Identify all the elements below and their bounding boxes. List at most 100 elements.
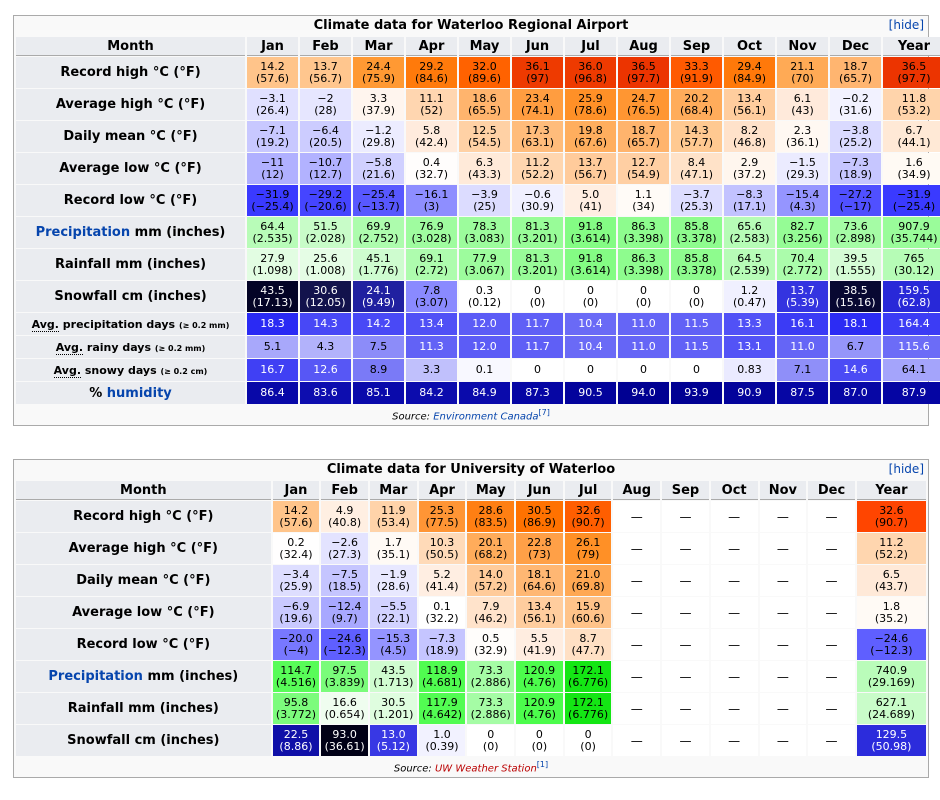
precipitation-link[interactable]: Precipitation bbox=[48, 669, 143, 684]
value-cell: 76.9 (3.028) bbox=[406, 217, 457, 248]
value-metric: 159.5 bbox=[898, 283, 930, 297]
value-cell: 0 bbox=[618, 359, 669, 381]
value-imperial: (2.028) bbox=[305, 231, 346, 245]
avg-abbr: Avg. bbox=[31, 317, 59, 332]
value-imperial: (32.4) bbox=[279, 547, 313, 561]
value-metric: 20.1 bbox=[478, 535, 503, 549]
value-imperial: (4.3) bbox=[789, 199, 816, 213]
value-cell: −27.2 (−17) bbox=[830, 185, 881, 216]
value-metric: 14.3 bbox=[313, 317, 338, 330]
value-metric: 25.6 bbox=[313, 251, 338, 265]
value-imperial: (37.2) bbox=[732, 167, 767, 181]
precipitation-link[interactable]: Precipitation bbox=[35, 225, 131, 240]
value-cell: −7.1 (19.2) bbox=[247, 121, 298, 152]
value-imperial: (54.5) bbox=[467, 135, 502, 149]
value-metric: 8.2 bbox=[740, 123, 759, 137]
value-cell: 64.5 (2.539) bbox=[724, 249, 775, 280]
no-data-cell: — bbox=[710, 725, 758, 756]
value-cell: 6.5 (43.7) bbox=[856, 565, 926, 596]
value-imperial: (9.49) bbox=[361, 295, 396, 309]
humidity-link[interactable]: humidity bbox=[106, 385, 172, 401]
no-data-cell: — bbox=[662, 533, 709, 564]
value-imperial: (−25.4) bbox=[251, 199, 294, 213]
value-imperial: (28) bbox=[314, 103, 337, 117]
row-label-text: Rainfall mm (inches) bbox=[54, 257, 207, 272]
value-metric: 11.8 bbox=[901, 91, 927, 105]
value-metric: 3.3 bbox=[369, 91, 388, 105]
value-cell: 18.7 (65.7) bbox=[830, 57, 881, 88]
value-cell: 0.1 bbox=[459, 359, 510, 381]
row-label: Rainfall mm (inches) bbox=[16, 249, 245, 280]
value-metric: 86.4 bbox=[260, 386, 285, 399]
hide-link[interactable]: hide bbox=[893, 462, 920, 476]
no-data-cell: — bbox=[613, 693, 661, 724]
value-cell: 18.1 bbox=[830, 313, 881, 335]
value-metric: 36.0 bbox=[578, 59, 603, 73]
value-imperial: (1.098) bbox=[252, 263, 293, 277]
source-link[interactable]: Environment Canada bbox=[433, 411, 539, 423]
value-cell: 0.1 (32.2) bbox=[418, 597, 466, 628]
value-imperial: (3.378) bbox=[676, 263, 717, 277]
value-cell: 12.7 (54.9) bbox=[618, 153, 669, 184]
value-cell: 87.5 bbox=[777, 382, 828, 404]
value-cell: 0 bbox=[512, 359, 563, 381]
value-metric: −31.9 bbox=[897, 187, 931, 201]
value-cell: 90.5 bbox=[565, 382, 616, 404]
row-label: % humidity bbox=[16, 382, 245, 404]
value-cell: 87.9 bbox=[883, 382, 940, 404]
value-imperial: (3.067) bbox=[464, 263, 505, 277]
value-imperial: (15.16) bbox=[835, 295, 876, 309]
value-metric: 16.1 bbox=[790, 317, 815, 330]
value-metric: −2.6 bbox=[331, 535, 359, 549]
value-cell: 39.5 (1.555) bbox=[830, 249, 881, 280]
value-cell: 95.8 (3.772) bbox=[272, 693, 320, 724]
value-metric: 19.8 bbox=[578, 123, 603, 137]
hide-toggle[interactable]: [hide] bbox=[888, 18, 924, 32]
value-cell: 115.6 bbox=[883, 336, 940, 358]
value-imperial: (25) bbox=[473, 199, 496, 213]
source-ref[interactable]: [1] bbox=[536, 760, 549, 769]
value-imperial: (2.772) bbox=[782, 263, 823, 277]
value-metric: 14.2 bbox=[366, 317, 391, 330]
value-cell: 0 (0) bbox=[618, 281, 669, 312]
value-imperial: (89.6) bbox=[467, 71, 502, 85]
value-cell: 13.0 (5.12) bbox=[370, 725, 417, 756]
value-cell: 69.9 (2.752) bbox=[353, 217, 404, 248]
value-cell: −6.9 (19.6) bbox=[272, 597, 320, 628]
value-cell: 81.3 (3.201) bbox=[512, 217, 563, 248]
value-metric: 94.0 bbox=[631, 386, 656, 399]
row-label: Average high °C (°F) bbox=[16, 89, 245, 120]
value-cell: 17.3 (63.1) bbox=[512, 121, 563, 152]
value-metric: 81.3 bbox=[525, 251, 550, 265]
value-cell: 0.3 (0.12) bbox=[459, 281, 510, 312]
value-cell: −31.9 (−25.4) bbox=[883, 185, 940, 216]
year-header: Year bbox=[856, 481, 926, 500]
value-imperial: (50.98) bbox=[871, 739, 912, 753]
no-data-cell: — bbox=[808, 501, 855, 532]
value-imperial: (6.776) bbox=[568, 707, 609, 721]
value-imperial: (0.654) bbox=[324, 707, 365, 721]
value-imperial: (3.201) bbox=[517, 231, 558, 245]
row-label: Avg. snowy days (≥ 0.2 cm) bbox=[16, 359, 245, 381]
source-link[interactable]: UW Weather Station bbox=[434, 763, 537, 775]
value-metric: 4.9 bbox=[335, 503, 354, 517]
source-ref[interactable]: [7] bbox=[538, 408, 550, 417]
value-cell: 70.4 (2.772) bbox=[777, 249, 828, 280]
value-metric: 33.3 bbox=[684, 59, 709, 73]
value-cell: 20.1 (68.2) bbox=[467, 533, 515, 564]
row-label-text: Rainfall mm (inches) bbox=[67, 701, 219, 716]
value-imperial: (25.3) bbox=[679, 199, 714, 213]
value-metric: 86.3 bbox=[631, 219, 656, 233]
data-row: Daily mean °C (°F) −7.1 (19.2) −6.4 (20.5) −1… bbox=[16, 121, 940, 152]
value-imperial: (35.2) bbox=[874, 611, 908, 625]
value-metric: 0 bbox=[534, 283, 541, 297]
value-metric: 73.3 bbox=[478, 663, 503, 677]
value-metric: 18.3 bbox=[260, 317, 285, 330]
value-cell: 13.4 (56.1) bbox=[516, 597, 563, 628]
value-cell: 5.0 (41) bbox=[565, 185, 616, 216]
no-data-cell: — bbox=[662, 693, 709, 724]
row-label: Precipitation mm (inches) bbox=[16, 661, 271, 692]
value-cell: 13.3 bbox=[724, 313, 775, 335]
hide-toggle[interactable]: [hide] bbox=[888, 462, 924, 476]
hide-link[interactable]: hide bbox=[893, 18, 920, 32]
